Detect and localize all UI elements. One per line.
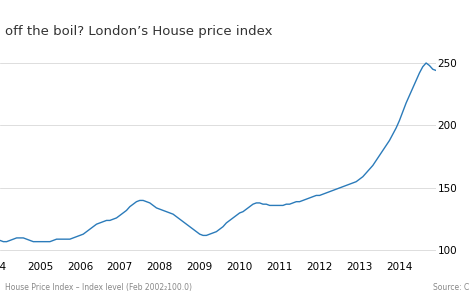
Text: off the boil? London’s House price index: off the boil? London’s House price index — [5, 25, 272, 38]
Text: Source: C: Source: C — [433, 283, 469, 292]
Text: House Price Index – Index level (Feb 2002₂100.0): House Price Index – Index level (Feb 200… — [5, 283, 192, 292]
